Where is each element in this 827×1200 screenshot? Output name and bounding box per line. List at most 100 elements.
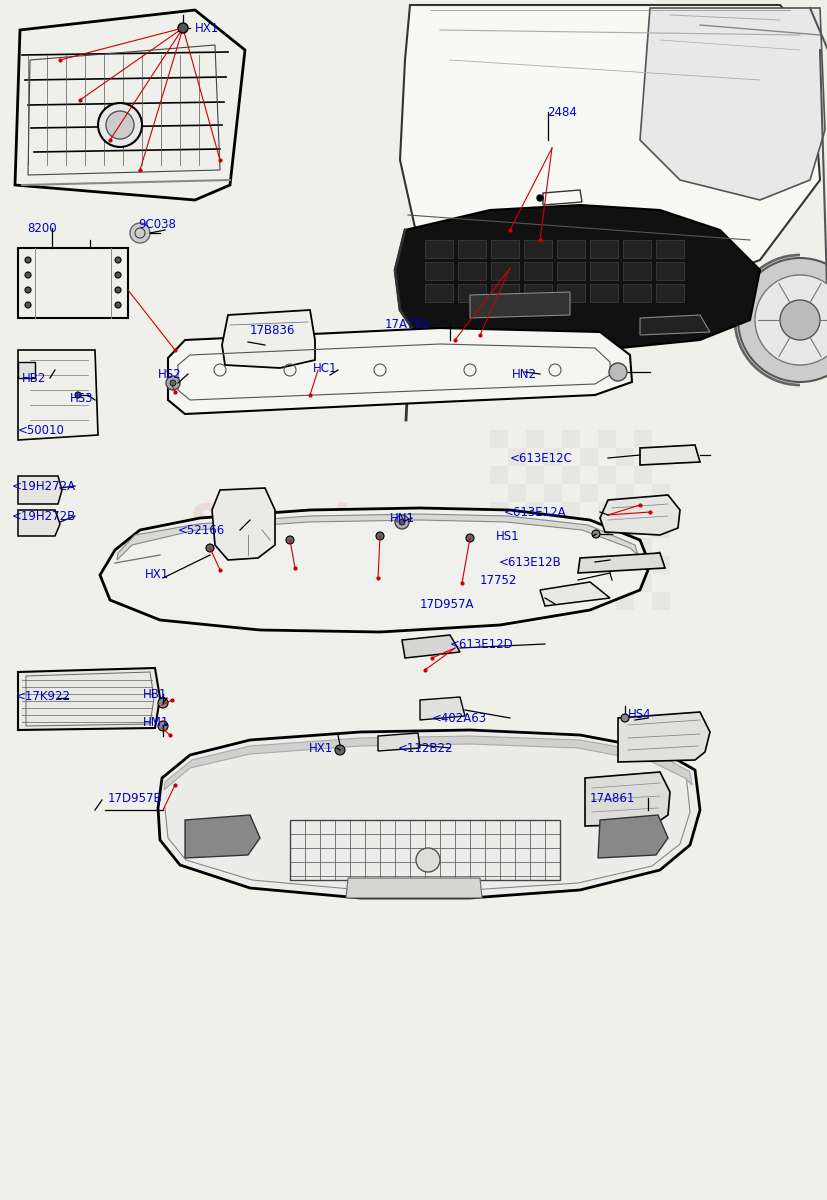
- Circle shape: [178, 23, 188, 32]
- Bar: [597, 466, 615, 484]
- Text: <402A63: <402A63: [432, 712, 486, 725]
- Circle shape: [130, 223, 150, 242]
- Polygon shape: [402, 635, 460, 658]
- Polygon shape: [346, 878, 481, 898]
- Bar: [543, 592, 562, 610]
- Polygon shape: [168, 328, 631, 414]
- Bar: [543, 520, 562, 538]
- Bar: [289, 820, 559, 880]
- Text: <613E12A: <613E12A: [504, 505, 566, 518]
- Bar: [557, 262, 585, 280]
- Text: 17752: 17752: [480, 574, 517, 587]
- Bar: [424, 284, 452, 302]
- Text: 9C038: 9C038: [138, 217, 175, 230]
- Polygon shape: [539, 582, 609, 606]
- Bar: [457, 262, 485, 280]
- Polygon shape: [577, 553, 664, 572]
- Bar: [579, 448, 597, 466]
- Circle shape: [754, 275, 827, 365]
- Polygon shape: [117, 514, 638, 560]
- Bar: [543, 556, 562, 574]
- Text: HB1: HB1: [143, 689, 167, 702]
- Bar: [633, 538, 651, 556]
- Text: <613E12B: <613E12B: [499, 556, 561, 569]
- Bar: [651, 556, 669, 574]
- Circle shape: [25, 272, 31, 278]
- Circle shape: [206, 544, 213, 552]
- Circle shape: [737, 258, 827, 382]
- Circle shape: [115, 287, 121, 293]
- Bar: [508, 520, 525, 538]
- Text: <17K922: <17K922: [16, 690, 71, 702]
- Bar: [562, 502, 579, 520]
- Polygon shape: [18, 362, 35, 378]
- Polygon shape: [378, 733, 419, 751]
- Text: HX1: HX1: [308, 742, 332, 755]
- Bar: [543, 484, 562, 502]
- Circle shape: [165, 376, 179, 390]
- Bar: [615, 448, 633, 466]
- Bar: [525, 430, 543, 448]
- Bar: [508, 556, 525, 574]
- Text: 2484: 2484: [547, 106, 576, 119]
- Text: <112B22: <112B22: [398, 742, 453, 755]
- Bar: [597, 430, 615, 448]
- Text: <19H272A: <19H272A: [12, 480, 76, 492]
- Bar: [651, 592, 669, 610]
- Bar: [655, 284, 683, 302]
- Polygon shape: [394, 205, 759, 350]
- Circle shape: [98, 103, 141, 146]
- Bar: [590, 284, 617, 302]
- Circle shape: [609, 362, 626, 382]
- Text: <613E12C: <613E12C: [509, 451, 572, 464]
- Circle shape: [115, 257, 121, 263]
- Bar: [490, 262, 519, 280]
- Circle shape: [620, 714, 629, 722]
- Bar: [615, 556, 633, 574]
- Bar: [633, 430, 651, 448]
- Bar: [557, 284, 585, 302]
- Text: 17D957B: 17D957B: [108, 792, 162, 804]
- Text: souderia: souderia: [185, 490, 475, 571]
- Polygon shape: [15, 10, 245, 200]
- Text: HS4: HS4: [627, 708, 651, 720]
- Bar: [651, 484, 669, 502]
- Text: HX1: HX1: [195, 22, 219, 35]
- Circle shape: [158, 721, 168, 731]
- Bar: [557, 240, 585, 258]
- Polygon shape: [597, 815, 667, 858]
- Polygon shape: [222, 310, 314, 368]
- Bar: [615, 520, 633, 538]
- Text: HS1: HS1: [495, 529, 519, 542]
- Text: HN1: HN1: [390, 511, 414, 524]
- Bar: [424, 240, 452, 258]
- Polygon shape: [158, 730, 699, 898]
- Polygon shape: [212, 488, 275, 560]
- Bar: [525, 538, 543, 556]
- Bar: [615, 592, 633, 610]
- Bar: [615, 484, 633, 502]
- Bar: [457, 240, 485, 258]
- Polygon shape: [164, 736, 691, 790]
- Text: <613E12D: <613E12D: [449, 637, 513, 650]
- Bar: [523, 262, 552, 280]
- Text: 17A861: 17A861: [590, 792, 634, 804]
- Polygon shape: [470, 292, 569, 318]
- Bar: [562, 574, 579, 592]
- Polygon shape: [184, 815, 260, 858]
- Bar: [490, 430, 508, 448]
- Text: 17A792: 17A792: [385, 318, 430, 331]
- Bar: [508, 448, 525, 466]
- Polygon shape: [100, 508, 649, 632]
- Text: HB2: HB2: [22, 372, 46, 384]
- Text: car  parts: car parts: [216, 559, 443, 620]
- Bar: [633, 466, 651, 484]
- Text: <52166: <52166: [178, 523, 225, 536]
- Text: 17D957A: 17D957A: [419, 598, 474, 611]
- Bar: [490, 502, 508, 520]
- Polygon shape: [585, 772, 669, 826]
- Circle shape: [115, 272, 121, 278]
- Bar: [562, 430, 579, 448]
- Circle shape: [106, 110, 134, 139]
- Text: 8200: 8200: [27, 222, 56, 234]
